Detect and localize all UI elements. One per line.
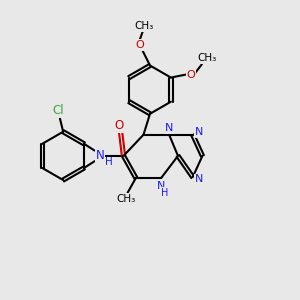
Text: N: N: [194, 127, 203, 137]
Text: Cl: Cl: [52, 104, 64, 117]
Text: N: N: [194, 174, 203, 184]
Text: O: O: [187, 70, 195, 80]
Text: CH₃: CH₃: [134, 21, 154, 31]
Text: CH₃: CH₃: [197, 53, 217, 63]
Text: H: H: [106, 158, 113, 167]
Text: N: N: [165, 123, 173, 133]
Text: N: N: [157, 181, 165, 191]
Text: CH₃: CH₃: [116, 194, 135, 204]
Text: O: O: [115, 119, 124, 132]
Text: N: N: [96, 149, 104, 162]
Text: methoxy: methoxy: [142, 25, 148, 26]
Text: H: H: [161, 188, 168, 198]
Text: O: O: [135, 40, 144, 50]
